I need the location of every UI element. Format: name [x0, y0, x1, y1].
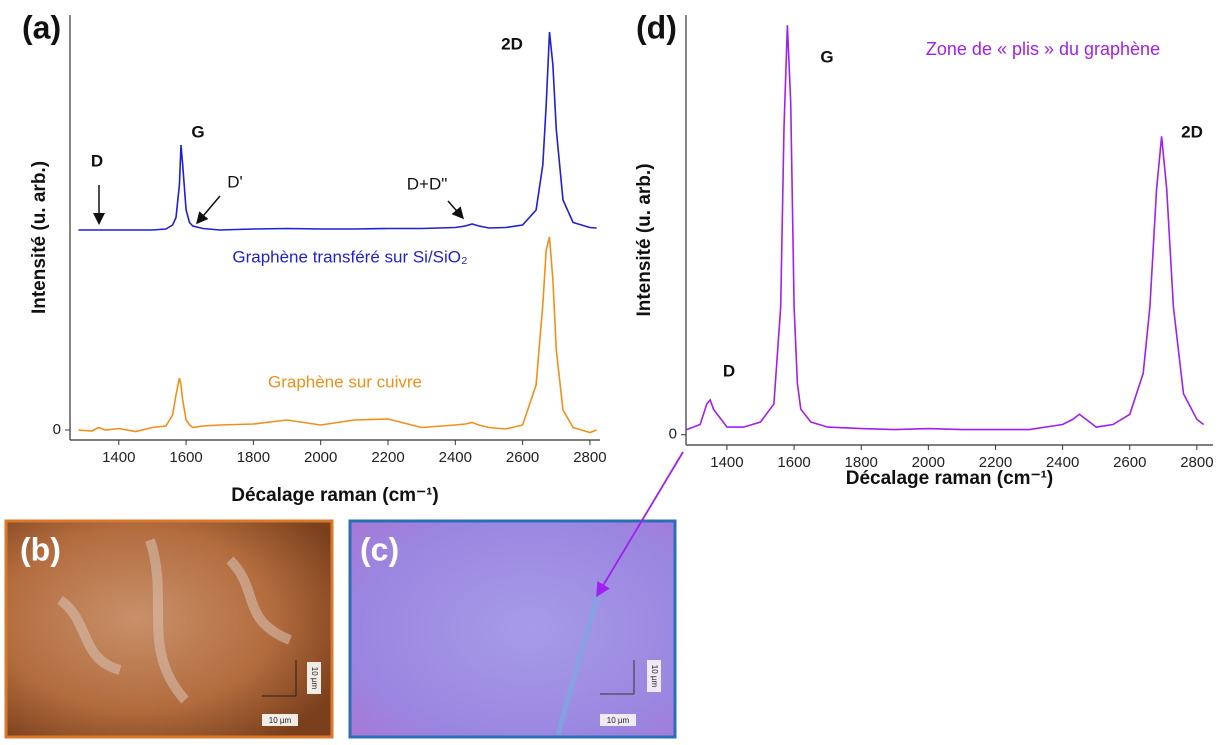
x-tick-label: 1600	[777, 454, 810, 471]
peak-label: D	[723, 361, 735, 380]
scale-label: 10 µm	[607, 716, 630, 725]
scale-box	[647, 660, 661, 692]
scale-box	[262, 714, 298, 726]
y-axis-label: Intensité (u. arb.)	[634, 163, 655, 316]
spectrum-line	[78, 236, 597, 434]
y-axis-label: Intensité (u. arb.)	[29, 161, 50, 314]
y-tick-label: 0	[53, 421, 61, 438]
arrow	[196, 195, 221, 225]
x-tick-label: 2400	[1046, 454, 1079, 471]
peak-label: D'	[227, 172, 243, 191]
x-tick-label: 2400	[439, 449, 472, 466]
peak-label: G	[191, 122, 204, 141]
scale-label: 10 µm	[650, 665, 659, 688]
scale-label: 10 µm	[269, 716, 292, 725]
x-tick-label: 2800	[1180, 454, 1213, 471]
x-tick-label: 2000	[912, 454, 945, 471]
peak-label: G	[820, 47, 833, 66]
y-tick-label: 0	[669, 426, 677, 443]
panel-label: (a)	[22, 9, 61, 45]
x-tick-label: 1600	[169, 449, 202, 466]
arrow	[447, 200, 464, 220]
peak-label: D+D"	[407, 174, 448, 193]
panel-label: (b)	[20, 531, 61, 567]
x-tick-label: 1400	[710, 454, 743, 471]
x-tick-label: 1800	[845, 454, 878, 471]
spectrum-line	[686, 25, 1205, 431]
panel-a: (a) D G D' D+D" 2D Graphène transféré su…	[22, 9, 607, 506]
x-tick-label: 2600	[1113, 454, 1146, 471]
x-axis-label: Décalage raman (cm⁻¹)	[846, 468, 1054, 489]
x-tick-label: 2200	[371, 449, 404, 466]
panel-label: (c)	[360, 531, 399, 567]
series-label: Graphène sur cuivre	[268, 372, 422, 391]
spectrum-line	[78, 31, 597, 231]
panel-d: (d) G 2D D Zone de « plis » du graphène …	[634, 9, 1214, 489]
x-axis-label: Décalage raman (cm⁻¹)	[231, 485, 439, 506]
x-tick-label: 2600	[506, 449, 539, 466]
peak-label: 2D	[1181, 122, 1203, 141]
texture	[56, 538, 292, 704]
pointer-arrow	[596, 451, 684, 598]
scale-label: 10 µm	[310, 667, 319, 690]
peak-label: D	[91, 151, 103, 170]
x-tick-label: 2800	[573, 449, 606, 466]
panel-label: (d)	[636, 9, 677, 45]
scale-box	[307, 662, 321, 694]
image-b: (b) 10 µm 10 µm	[4, 519, 334, 739]
x-tick-label: 2200	[979, 454, 1012, 471]
image-c: (c) 10 µm 10 µm	[348, 519, 677, 739]
x-tick-label: 1400	[102, 449, 135, 466]
peak-label: 2D	[501, 34, 523, 53]
scale-box	[600, 714, 636, 726]
fold	[555, 594, 601, 736]
series-label: Graphène transféré sur Si/SiO₂	[232, 247, 467, 266]
x-tick-label: 2000	[304, 449, 337, 466]
x-tick-label: 1800	[237, 449, 270, 466]
series-label: Zone de « plis » du graphène	[926, 39, 1160, 59]
